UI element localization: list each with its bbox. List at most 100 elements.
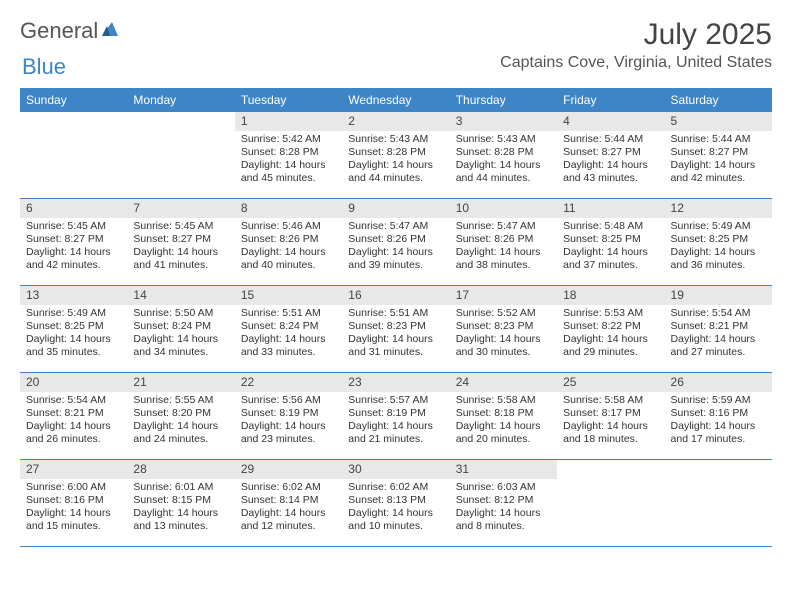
daylight-text: Daylight: 14 hours and 45 minutes. [241,159,336,185]
day-number: 30 [342,460,449,479]
calendar: Sunday Monday Tuesday Wednesday Thursday… [20,88,772,547]
day-number: 27 [20,460,127,479]
day-body: Sunrise: 5:44 AMSunset: 8:27 PMDaylight:… [557,131,664,190]
day-body: Sunrise: 5:55 AMSunset: 8:20 PMDaylight:… [127,392,234,451]
day-body: Sunrise: 5:51 AMSunset: 8:23 PMDaylight:… [342,305,449,364]
day-cell: 3Sunrise: 5:43 AMSunset: 8:28 PMDaylight… [450,112,557,198]
daylight-text: Daylight: 14 hours and 37 minutes. [563,246,658,272]
sunrise-text: Sunrise: 5:49 AM [671,220,766,233]
day-header: Saturday [665,88,772,112]
day-cell: 28Sunrise: 6:01 AMSunset: 8:15 PMDayligh… [127,460,234,546]
day-body: Sunrise: 5:44 AMSunset: 8:27 PMDaylight:… [665,131,772,190]
sunrise-text: Sunrise: 5:51 AM [348,307,443,320]
day-number: 29 [235,460,342,479]
sunrise-text: Sunrise: 5:53 AM [563,307,658,320]
daylight-text: Daylight: 14 hours and 13 minutes. [133,507,228,533]
day-number: 24 [450,373,557,392]
sunrise-text: Sunrise: 5:46 AM [241,220,336,233]
sunset-text: Sunset: 8:19 PM [348,407,443,420]
day-cell: 1Sunrise: 5:42 AMSunset: 8:28 PMDaylight… [235,112,342,198]
day-header: Friday [557,88,664,112]
sunset-text: Sunset: 8:23 PM [348,320,443,333]
day-body: Sunrise: 5:58 AMSunset: 8:17 PMDaylight:… [557,392,664,451]
sunset-text: Sunset: 8:27 PM [563,146,658,159]
day-body: Sunrise: 5:45 AMSunset: 8:27 PMDaylight:… [127,218,234,277]
day-number: 25 [557,373,664,392]
sunrise-text: Sunrise: 5:42 AM [241,133,336,146]
sunset-text: Sunset: 8:19 PM [241,407,336,420]
sunset-text: Sunset: 8:14 PM [241,494,336,507]
day-cell: 27Sunrise: 6:00 AMSunset: 8:16 PMDayligh… [20,460,127,546]
title-block: July 2025 Captains Cove, Virginia, Unite… [500,18,772,72]
day-cell: 18Sunrise: 5:53 AMSunset: 8:22 PMDayligh… [557,286,664,372]
day-number: 15 [235,286,342,305]
day-body: Sunrise: 6:00 AMSunset: 8:16 PMDaylight:… [20,479,127,538]
daylight-text: Daylight: 14 hours and 15 minutes. [26,507,121,533]
week-row: 27Sunrise: 6:00 AMSunset: 8:16 PMDayligh… [20,460,772,547]
day-cell: . [557,460,664,546]
sunrise-text: Sunrise: 6:00 AM [26,481,121,494]
sunrise-text: Sunrise: 6:03 AM [456,481,551,494]
day-number: 10 [450,199,557,218]
day-body: Sunrise: 6:01 AMSunset: 8:15 PMDaylight:… [127,479,234,538]
daylight-text: Daylight: 14 hours and 35 minutes. [26,333,121,359]
day-number: 13 [20,286,127,305]
daylight-text: Daylight: 14 hours and 36 minutes. [671,246,766,272]
day-body: Sunrise: 5:54 AMSunset: 8:21 PMDaylight:… [665,305,772,364]
day-number: 6 [20,199,127,218]
logo-text-1: General [20,18,98,44]
day-number: 16 [342,286,449,305]
day-body: Sunrise: 5:49 AMSunset: 8:25 PMDaylight:… [20,305,127,364]
day-number: 9 [342,199,449,218]
daylight-text: Daylight: 14 hours and 23 minutes. [241,420,336,446]
daylight-text: Daylight: 14 hours and 20 minutes. [456,420,551,446]
daylight-text: Daylight: 14 hours and 42 minutes. [26,246,121,272]
daylight-text: Daylight: 14 hours and 18 minutes. [563,420,658,446]
sunset-text: Sunset: 8:28 PM [456,146,551,159]
day-body: Sunrise: 5:49 AMSunset: 8:25 PMDaylight:… [665,218,772,277]
day-number: 21 [127,373,234,392]
sunrise-text: Sunrise: 6:02 AM [241,481,336,494]
sunset-text: Sunset: 8:25 PM [26,320,121,333]
sunrise-text: Sunrise: 5:43 AM [348,133,443,146]
sunrise-text: Sunrise: 5:43 AM [456,133,551,146]
day-body: Sunrise: 5:42 AMSunset: 8:28 PMDaylight:… [235,131,342,190]
day-cell: 11Sunrise: 5:48 AMSunset: 8:25 PMDayligh… [557,199,664,285]
daylight-text: Daylight: 14 hours and 33 minutes. [241,333,336,359]
sunrise-text: Sunrise: 5:54 AM [26,394,121,407]
daylight-text: Daylight: 14 hours and 26 minutes. [26,420,121,446]
day-header: Sunday [20,88,127,112]
sunset-text: Sunset: 8:26 PM [348,233,443,246]
daylight-text: Daylight: 14 hours and 12 minutes. [241,507,336,533]
sunset-text: Sunset: 8:26 PM [241,233,336,246]
day-cell: 19Sunrise: 5:54 AMSunset: 8:21 PMDayligh… [665,286,772,372]
day-header-row: Sunday Monday Tuesday Wednesday Thursday… [20,88,772,112]
day-body: Sunrise: 5:59 AMSunset: 8:16 PMDaylight:… [665,392,772,451]
daylight-text: Daylight: 14 hours and 10 minutes. [348,507,443,533]
day-number: 23 [342,373,449,392]
day-number: 26 [665,373,772,392]
day-number: 20 [20,373,127,392]
day-header: Tuesday [235,88,342,112]
day-cell: 17Sunrise: 5:52 AMSunset: 8:23 PMDayligh… [450,286,557,372]
sunrise-text: Sunrise: 5:48 AM [563,220,658,233]
day-cell: 30Sunrise: 6:02 AMSunset: 8:13 PMDayligh… [342,460,449,546]
daylight-text: Daylight: 14 hours and 38 minutes. [456,246,551,272]
sunset-text: Sunset: 8:25 PM [563,233,658,246]
logo-sail-icon [100,20,120,38]
daylight-text: Daylight: 14 hours and 30 minutes. [456,333,551,359]
day-number: 28 [127,460,234,479]
day-cell: 12Sunrise: 5:49 AMSunset: 8:25 PMDayligh… [665,199,772,285]
sunset-text: Sunset: 8:27 PM [671,146,766,159]
day-cell: 14Sunrise: 5:50 AMSunset: 8:24 PMDayligh… [127,286,234,372]
day-cell: 26Sunrise: 5:59 AMSunset: 8:16 PMDayligh… [665,373,772,459]
day-cell: 5Sunrise: 5:44 AMSunset: 8:27 PMDaylight… [665,112,772,198]
daylight-text: Daylight: 14 hours and 34 minutes. [133,333,228,359]
sunrise-text: Sunrise: 5:56 AM [241,394,336,407]
day-body: Sunrise: 5:50 AMSunset: 8:24 PMDaylight:… [127,305,234,364]
day-cell: 8Sunrise: 5:46 AMSunset: 8:26 PMDaylight… [235,199,342,285]
daylight-text: Daylight: 14 hours and 43 minutes. [563,159,658,185]
day-cell: 6Sunrise: 5:45 AMSunset: 8:27 PMDaylight… [20,199,127,285]
day-number: 7 [127,199,234,218]
sunrise-text: Sunrise: 5:54 AM [671,307,766,320]
